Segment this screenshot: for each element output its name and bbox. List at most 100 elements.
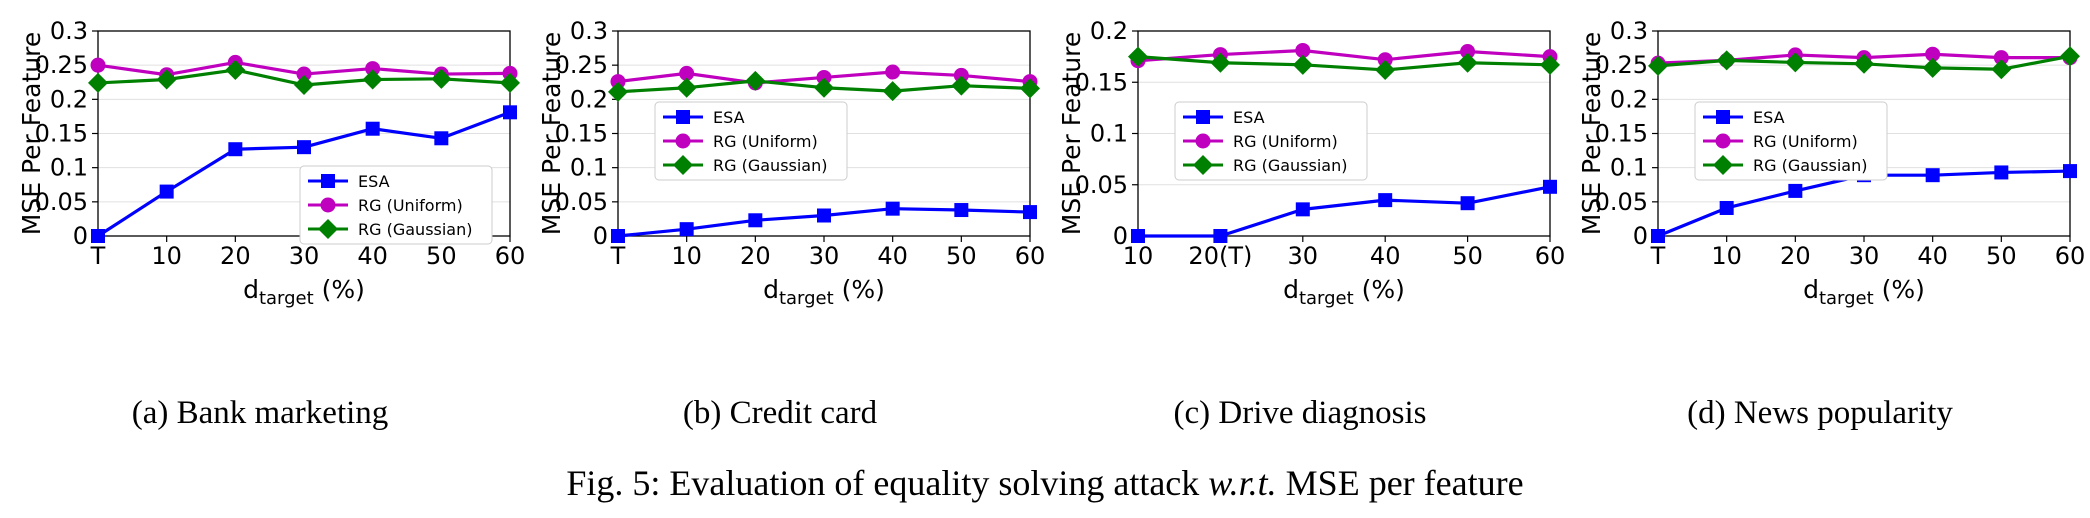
data-point-rg-gaussian <box>294 74 314 95</box>
x-tick-label: 40 <box>1370 242 1401 270</box>
y-axis-label: MSE Per Feature <box>17 32 46 235</box>
series-rg-gaussian <box>1648 46 2080 80</box>
y-tick-label: 0.1 <box>1610 154 1648 182</box>
y-tick-label: 0.15 <box>555 120 608 148</box>
x-tick-label: 20(T) <box>1188 242 1252 270</box>
legend-label: RG (Gaussian) <box>713 156 828 175</box>
legend: ESA RG (Uniform) RG (Gaussian) <box>654 101 848 181</box>
y-tick-label: 0.05 <box>1595 188 1648 216</box>
legend-marker <box>1196 110 1210 124</box>
data-point-esa <box>365 121 380 136</box>
data-point-rg-gaussian <box>431 68 452 89</box>
data-point-rg-uniform <box>953 67 969 83</box>
data-point-rg-uniform <box>365 61 381 77</box>
series-line-rg-uniform <box>1137 48 1551 63</box>
x-tick-label: 40 <box>1917 242 1948 270</box>
legend-item-esa: ESA <box>1183 108 1265 127</box>
legend-label: RG (Uniform) <box>1233 132 1338 151</box>
x-tick-label: 50 <box>1986 242 2017 270</box>
legend-marker <box>318 219 338 239</box>
legend-item-rg-uniform: RG (Uniform) <box>308 196 463 215</box>
data-point-rg-uniform <box>885 64 901 80</box>
legend-item-rg-uniform: RG (Uniform) <box>1183 132 1338 151</box>
series-rg-gaussian <box>608 70 1040 102</box>
legend-item-rg-gaussian: RG (Gaussian) <box>1183 155 1348 175</box>
data-point-rg-gaussian <box>225 59 246 80</box>
series-line-esa <box>1138 185 1551 238</box>
y-tick-label: 0.2 <box>1610 85 1648 113</box>
chart-drive-diagnosis: 0 0.05 0.1 0.15 0.2 10 20(T) 30 40 50 60 dtarget (%… <box>1057 17 1565 309</box>
y-tick-label: 0.25 <box>1595 51 1648 79</box>
data-point-rg-gaussian <box>1020 78 1040 99</box>
y-tick-label: 0 <box>1633 222 1648 250</box>
y-tick-label: 0.1 <box>570 154 608 182</box>
legend-marker <box>1193 155 1213 175</box>
y-tick-label: 0.3 <box>570 17 608 45</box>
y-tick-label: 0.05 <box>555 188 608 216</box>
data-point-rg-gaussian <box>745 70 766 91</box>
series-line-rg-gaussian <box>1137 55 1551 72</box>
y-tick-label: 0.05 <box>35 188 88 216</box>
data-point-esa <box>159 184 174 199</box>
legend-marker <box>675 133 691 149</box>
data-point-rg-gaussian <box>1540 54 1560 75</box>
legend-marker <box>1713 155 1733 175</box>
y-tick-label: 0.2 <box>50 85 88 113</box>
data-point-rg-uniform <box>1377 52 1393 68</box>
data-point-rg-uniform <box>1460 44 1476 59</box>
legend-marker <box>676 110 690 124</box>
y-ticks: 0 0.05 0.1 0.15 0.2 0.25 0.3 <box>35 17 98 250</box>
x-axis-label-unit: (%) <box>1354 275 1405 304</box>
y-tick-label: 0.1 <box>50 154 88 182</box>
y-tick-label: 0.25 <box>555 51 608 79</box>
y-tick-label: 0.15 <box>1595 120 1648 148</box>
y-tick-label: 0 <box>73 222 88 250</box>
data-point-esa <box>1788 183 1803 198</box>
x-axis-label-subscript: target <box>779 288 834 309</box>
x-axis-label-main: d <box>1803 275 1819 304</box>
data-point-esa <box>1460 196 1475 211</box>
data-point-esa <box>679 222 694 237</box>
data-point-esa <box>1295 202 1310 217</box>
caption-italic: w.r.t. <box>1208 463 1277 503</box>
x-axis-label: dtarget (%) <box>243 275 365 309</box>
x-ticks: T 10 20 30 40 50 60 <box>610 236 1045 270</box>
data-point-rg-gaussian <box>814 77 834 98</box>
y-tick-label: 0.05 <box>1075 171 1128 199</box>
x-tick-label: 30 <box>289 242 320 270</box>
legend-label: RG (Gaussian) <box>1753 156 1868 175</box>
caption-suffix: MSE per feature <box>1276 463 1524 503</box>
x-tick-label: 20 <box>220 242 251 270</box>
data-point-esa <box>1651 229 1665 243</box>
x-ticks: 10 20(T) 30 40 50 60 <box>1123 236 1565 270</box>
legend-label: ESA <box>1753 108 1785 127</box>
data-point-esa <box>611 229 625 243</box>
y-tick-label: 0.2 <box>1090 17 1128 45</box>
series-esa <box>1131 179 1557 243</box>
caption-prefix: Fig. 5: Evaluation of equality solving a… <box>566 463 1209 503</box>
data-point-rg-gaussian <box>1457 52 1478 73</box>
data-point-rg-gaussian <box>2060 46 2080 67</box>
subcaption-news-popularity: (d) News popularity <box>1687 395 1953 431</box>
data-point-rg-gaussian <box>1854 53 1874 74</box>
data-point-rg-uniform <box>1993 50 2009 66</box>
y-ticks: 0 0.05 0.1 0.15 0.2 <box>1075 17 1138 250</box>
series-rg-gaussian <box>1128 46 1560 80</box>
y-ticks: 0 0.05 0.1 0.15 0.2 0.25 0.3 <box>555 17 618 250</box>
series-esa <box>611 201 1037 243</box>
series-rg-gaussian <box>88 59 520 95</box>
data-point-rg-gaussian <box>1210 52 1231 73</box>
data-point-rg-gaussian <box>1922 57 1943 78</box>
x-axis-label-main: d <box>763 275 779 304</box>
y-tick-label: 0.1 <box>1090 120 1128 148</box>
figure-caption: Fig. 5: Evaluation of equality solving a… <box>0 462 2090 504</box>
data-point-esa <box>228 142 243 157</box>
x-tick-label: 40 <box>877 242 908 270</box>
data-point-rg-uniform <box>816 69 832 85</box>
data-point-rg-uniform <box>90 57 106 73</box>
legend-label: ESA <box>1233 108 1265 127</box>
legend-label: RG (Uniform) <box>1753 132 1858 151</box>
legend-box <box>299 165 493 245</box>
chart-news-popularity: 0 0.05 0.1 0.15 0.2 0.25 0.3 T 10 20 30 40 50 60 dtarg… <box>1577 17 2085 309</box>
y-tick-label: 0.2 <box>570 85 608 113</box>
